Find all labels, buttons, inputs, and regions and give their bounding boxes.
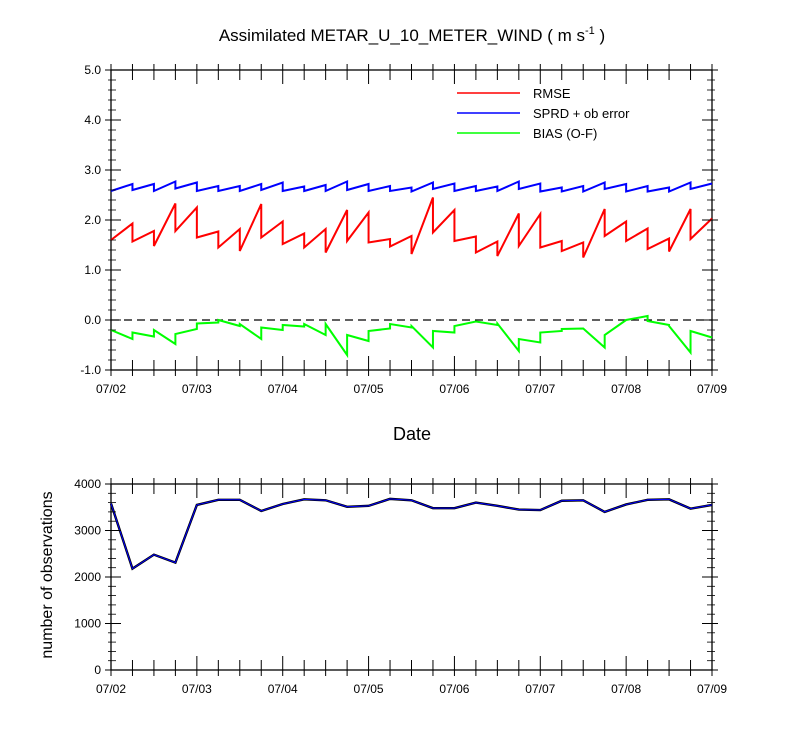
- observation-count-x-tick-label: 07/02: [96, 682, 126, 696]
- series-line-rmse: [110, 197, 713, 258]
- legend-label-bias-o-f: BIAS (O-F): [533, 126, 597, 141]
- error-stats-x-tick-label: 07/09: [697, 382, 727, 396]
- observation-count-frame: [110, 483, 713, 671]
- observation-count-y-tick-label: 1000: [74, 617, 101, 631]
- error-stats-panel: -1.00.01.02.03.04.05.0 07/02 07/03 07/04 07…: [80, 63, 727, 396]
- observation-count-y-tick-label: 2000: [74, 570, 101, 584]
- error-stats-y-tick-label: 1.0: [84, 263, 101, 277]
- chart-title: Assimilated METAR_U_10_METER_WIND ( m s-…: [219, 25, 605, 45]
- error-stats-x-tick-label: 07/04: [268, 382, 298, 396]
- error-stats-x-tick-label: 07/05: [354, 382, 384, 396]
- series-line-sprd-ob-error: [110, 179, 713, 194]
- x-axis-title: Date: [393, 424, 431, 444]
- chart-title-main: Assimilated METAR_U_10_METER_WIND ( m s: [219, 26, 585, 45]
- observation-count-y-tick-label: 0: [94, 663, 101, 677]
- error-stats-x-tick-label: 07/08: [611, 382, 641, 396]
- error-stats-x-tick-label: 07/07: [525, 382, 555, 396]
- error-stats-x-tick-label: 07/06: [439, 382, 469, 396]
- error-stats-x-tick-label: 07/02: [96, 382, 126, 396]
- error-stats-y-tick-label: 4.0: [84, 113, 101, 127]
- error-stats-y-axis: -1.0 0.0 1.0 2.0 3.0 4.0 5.0: [80, 63, 718, 377]
- legend: RMSE SPRD + ob error BIAS (O-F): [457, 86, 630, 141]
- observation-count-x-tick-label: 07/06: [439, 682, 469, 696]
- observation-count-line: [109, 497, 713, 571]
- legend-label-rmse: RMSE: [533, 86, 571, 101]
- error-stats-y-tick-label: 3.0: [84, 163, 101, 177]
- observation-count-y-axis: 0 1000 2000 3000 4000: [74, 477, 718, 677]
- error-stats-x-tick-label: 07/03: [182, 382, 212, 396]
- chart-title-end: ): [595, 26, 605, 45]
- observation-count-y-tick-label: 4000: [74, 477, 101, 491]
- error-stats-y-tick-label: 0.0: [84, 313, 101, 327]
- observation-count-x-tick-label: 07/09: [697, 682, 727, 696]
- observation-count-x-tick-label: 07/04: [268, 682, 298, 696]
- error-stats-y-tick-label: -1.0: [80, 363, 101, 377]
- error-stats-y-tick-label: 5.0: [84, 63, 101, 77]
- error-stats-y-tick-label: 2.0: [84, 213, 101, 227]
- y-axis-title-observations: number of observations: [39, 491, 56, 658]
- error-stats-x-axis: 07/02 07/03 07/04 07/05 07/06 07/07 07/08 07/09: [96, 64, 727, 396]
- series-line-bias-o-f: [110, 314, 713, 359]
- observation-count-x-tick-label: 07/03: [182, 682, 212, 696]
- legend-label-sprd-ob-error: SPRD + ob error: [533, 106, 630, 121]
- observation-count-x-tick-label: 07/08: [611, 682, 641, 696]
- observation-count-x-tick-label: 07/07: [525, 682, 555, 696]
- observation-count-x-axis: 07/02 07/03 07/04 07/05 07/06 07/07 07/08 07/09: [96, 478, 727, 696]
- observation-count-plot-area: [109, 483, 713, 671]
- chart-title-superscript: -1: [585, 25, 595, 37]
- observation-count-y-tick-label: 3000: [74, 524, 101, 538]
- observation-count-line-overlay: [110, 498, 713, 570]
- observation-count-x-tick-label: 07/05: [354, 682, 384, 696]
